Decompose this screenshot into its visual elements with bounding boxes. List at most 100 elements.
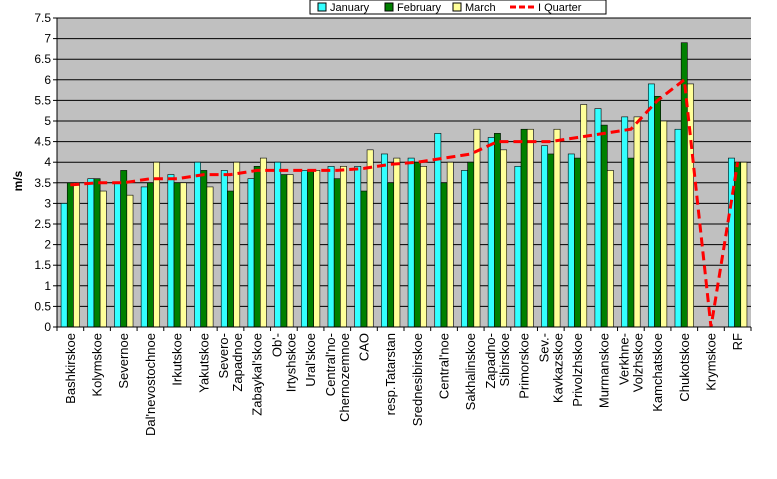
legend: January February March I Quarter [309,0,607,15]
x-tick-label: Ural'skoe [303,333,318,387]
x-tick-label: Dal'nevostochnoe [143,333,158,436]
bar-february [547,153,555,328]
bar-january [167,174,175,328]
bar-february [600,124,608,328]
bar-january [381,153,388,328]
bar-january [487,137,495,328]
x-tick-label: Irtyshskoe [283,333,298,392]
x-tick-label: Zapadnoe [230,333,245,392]
bar-february [574,157,581,328]
x-tick-label: Ob'- [269,333,284,357]
bar-january [327,166,335,328]
bar-january [354,166,362,328]
bar-march [553,128,561,328]
bar-march [473,128,481,328]
bar-january [461,170,468,328]
legend-swatch-february [384,2,394,12]
bar-march [446,161,454,328]
x-tick-label: Zapadno- [483,333,498,389]
bar-january [407,157,415,328]
x-tick-label: resp.Tatarstan [383,333,398,415]
x-tick-label: Kamchatskoe [650,333,665,412]
bar-march [206,186,214,328]
bar-january [220,170,228,328]
legend-label-january: January [330,2,370,14]
bar-march [73,182,80,328]
bar-february [520,128,528,328]
x-tick-label: Primorskoe [517,333,532,399]
bar-january [274,161,282,328]
bar-march [606,170,614,328]
legend-label-march: March [465,2,496,14]
bar-february [387,182,395,328]
x-tick-label: Krymskoe [704,333,719,391]
y-tick-label: 0.5 [34,299,51,313]
x-tick-label: Srednesibirskoe [410,333,425,426]
bar-february [467,161,475,328]
bar-march [126,194,134,328]
x-tick-label: Central'noe [437,333,452,399]
bar-january [114,182,121,328]
bar-march [153,161,161,328]
bar-january [621,116,629,328]
x-tick-label: Murmanskoe [597,333,612,408]
bar-march [99,190,107,328]
legend-label-i-quarter: I Quarter [538,2,582,14]
legend-swatch-march [452,2,462,12]
bar-january [247,178,255,328]
quarter-line [70,76,740,328]
bar-february [360,190,368,328]
bar-february [227,190,234,328]
bar-march [366,149,374,328]
bar-february [147,182,154,328]
bar-february [413,161,421,328]
bar-january [647,83,655,328]
bar-march [526,128,534,328]
bar-january [514,166,522,328]
line-i-quarter [70,76,740,328]
legend-label-february: February [397,2,442,14]
x-tick-label: Severnoe [116,333,131,389]
x-tick-label: Yakutskoe [196,333,211,393]
bar-march [420,166,427,328]
bar-february [627,157,635,328]
bar-february [66,182,74,328]
y-tick-label: 4 [44,155,51,169]
bar-january [87,178,95,328]
y-tick-label: 6.5 [34,52,51,66]
y-tick-label: 3 [44,196,51,210]
bar-march [633,116,641,328]
x-tick-labels: Bashkirskoe Kolymskoe Severnoe Dal'nevostoc… [63,333,745,436]
axes [53,17,752,331]
y-axis-label: m/s [11,170,25,191]
bar-january [728,157,735,328]
bar-january [674,128,682,328]
bar-march [179,182,187,328]
bar-february [120,170,128,328]
plot-background [57,18,751,327]
x-tick-label: Volzhskoe [630,333,645,392]
x-tick-label: Verkhne- [616,333,631,385]
bar-february [307,170,314,328]
bar-march [393,157,401,328]
legend-swatch-january [317,2,327,12]
bar-january [300,170,308,328]
x-tick-label: Bashkirskoe [63,333,78,404]
y-tick-label: 1 [44,279,51,293]
bar-march [286,174,294,328]
bar-march [500,149,508,328]
y-tick-label: 3.5 [34,176,51,190]
x-tick-label: Chernozemnoe [337,333,352,422]
bar-january [567,153,575,328]
y-tick-label: 7 [44,32,51,46]
bar-february [200,170,208,328]
bar-march [740,161,748,328]
y-tick-label: 1.5 [34,258,51,272]
bar-february [440,182,448,328]
x-tick-label: Chukotskoe [677,333,692,402]
bar-march [233,161,241,328]
bar-february [734,161,742,328]
bar-january [60,203,68,328]
y-tick-labels: 0 0.5 1 1.5 2 2.5 3 3.5 4 4.5 5 5.5 6 6.5 7 7.5 [34,11,51,334]
